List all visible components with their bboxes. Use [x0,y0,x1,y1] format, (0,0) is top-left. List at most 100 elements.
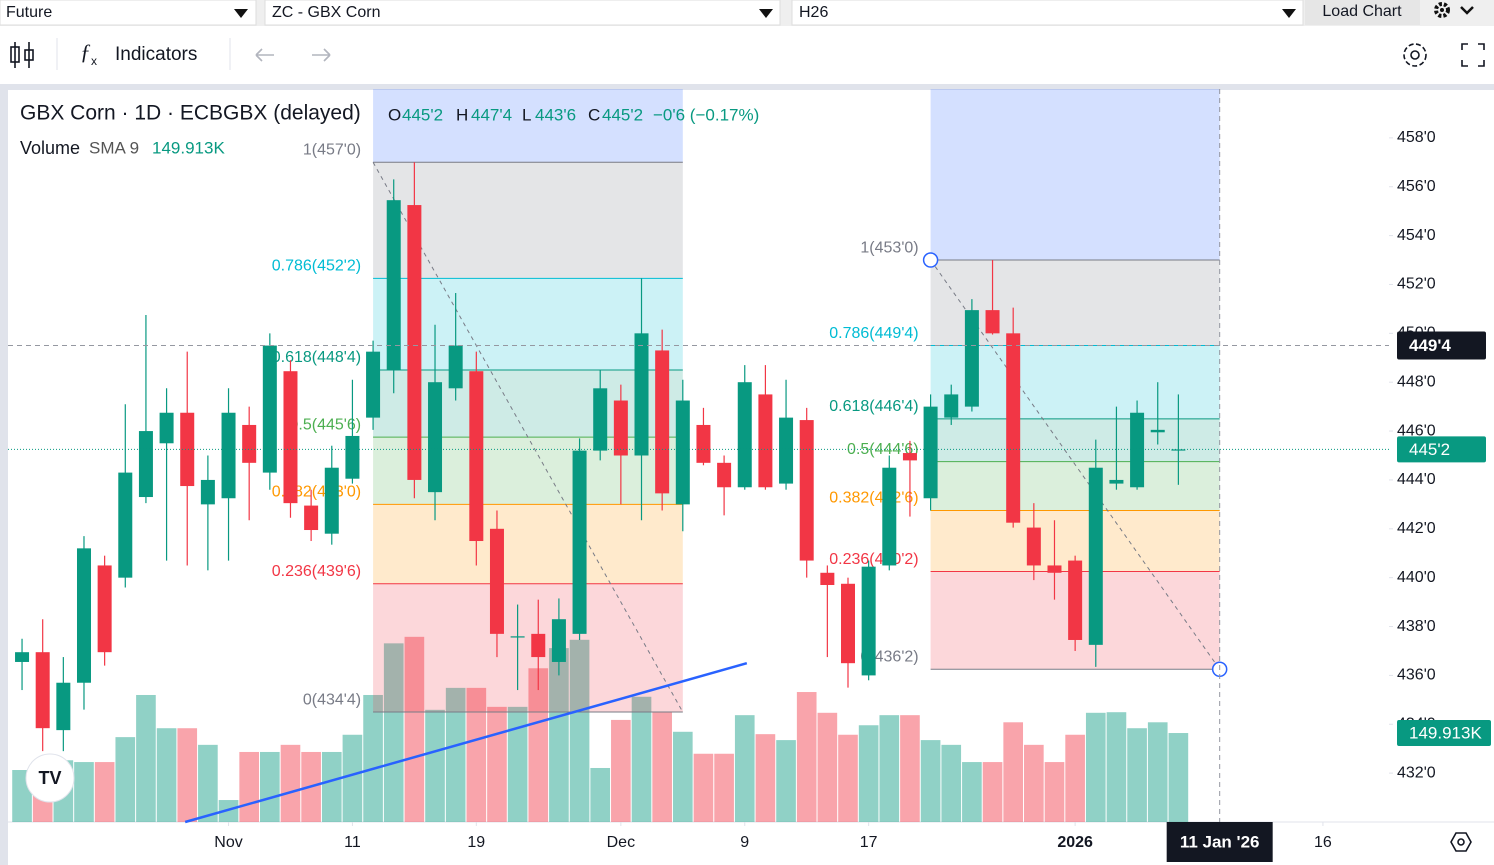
fx-icon: x [91,54,97,68]
settings-menu[interactable] [1434,2,1474,18]
volume-bar [198,744,218,822]
volume-bar [776,740,796,822]
contract-select[interactable]: ZC - GBX Corn [264,0,781,26]
volume-bar [445,687,466,822]
candle-body [675,400,690,505]
volume-label: 149.913K [1409,724,1482,743]
volume-bar [672,731,693,822]
candle-body [551,619,566,662]
candle-body [902,453,917,461]
chart-type-button[interactable] [10,42,34,68]
volume-bar [280,744,301,822]
candle-body [1150,429,1165,433]
fib-label: 0.618(446'4) [829,398,918,415]
ohlc-value: 447'4 [471,105,512,124]
fullscreen-button[interactable] [1461,43,1485,67]
fib-extension-zone [930,89,1220,261]
ohlc-value: 445'2 [402,105,443,124]
tv-logo: TV [25,753,75,803]
volume-bar [1147,722,1168,822]
candle-body [696,424,711,463]
y-tick-label: 436'0 [1397,667,1436,684]
candle-body [964,310,979,407]
volume-bar [507,706,528,822]
y-tick-label: 444'0 [1397,471,1436,488]
settings-button[interactable] [1403,43,1427,67]
candle-body [634,333,649,456]
candle-body [820,572,835,585]
fib-zone [373,369,683,438]
redo-button[interactable] [312,48,331,62]
volume-bar [693,753,714,822]
left-border [0,90,8,865]
ohlc-key: C [588,105,600,124]
volume-bar [321,751,342,822]
volume-bar [734,715,755,822]
crosshair-time-box [1166,822,1273,862]
candle-body [15,652,30,662]
fib-label: 0.236(440'2) [829,551,918,568]
volume-bar [858,725,879,822]
svg-text:TV: TV [38,768,61,788]
volume-bar [528,668,549,822]
volume-bar [652,712,672,822]
volume-bar [569,639,590,822]
candle-body [510,636,525,638]
volume-bar [136,694,156,822]
volume-bar [755,734,776,822]
volume-bar [900,715,920,822]
fib-zone [373,437,683,505]
candle-body [159,412,174,444]
candle-body [840,583,855,664]
candle-body [138,431,153,498]
x-tick-label: 2026 [1057,834,1093,851]
fib-zone [373,504,683,584]
candle-body [882,467,897,566]
candle-body [717,462,732,488]
x-tick-label: 9 [740,834,749,851]
time-axis-settings[interactable] [1450,832,1472,852]
candle-body [262,345,277,473]
candle-body [737,382,752,488]
volume-bar [74,762,94,822]
fib-label: 1(457'0) [303,142,361,159]
ohlc-key: O [388,105,401,124]
candle-body [655,350,670,494]
last-price-label: 445'2 [1409,440,1450,459]
ohlc-value: 445'2 [602,105,643,124]
fib-zone [930,461,1220,511]
symbol-select[interactable]: Future [0,0,257,26]
candle-body [428,382,443,493]
fib-label: 0.5(444'6) [847,441,919,458]
change-value: −0'6 (−0.17%) [653,105,759,124]
candle-body [923,406,938,499]
legend: GBX Corn · 1D · ECBGBX (delayed) O 445'2… [20,102,759,158]
y-tick-label: 440'0 [1397,569,1436,586]
ohlc-key: H [456,105,468,124]
volume-bar [260,751,280,822]
indicators-button[interactable]: ƒ x Indicators [80,39,197,68]
volume-bar [549,648,569,822]
y-tick-label: 432'0 [1397,764,1436,781]
month-select[interactable]: H26 [791,0,1304,26]
fib-extension-zone [373,89,683,163]
crosshair-time-label: 11 Jan '26 [1180,832,1260,851]
volume-bar [425,709,445,822]
candle-body [345,435,360,479]
button-text: Load Chart [1322,3,1402,20]
trend-line [184,661,748,824]
fib-zone [373,583,683,713]
y-tick-label: 456'0 [1397,178,1436,195]
volume-bar [962,762,982,822]
candle-body [779,417,794,484]
load-chart-button[interactable]: Load Chart [1305,0,1420,25]
candle-body [56,682,71,731]
volume-bar [920,740,941,822]
undo-button[interactable] [255,48,274,62]
volume-bar [879,715,900,822]
candle-body [944,394,959,418]
volume-bar [466,687,487,822]
volume-legend: Volume [20,138,80,158]
